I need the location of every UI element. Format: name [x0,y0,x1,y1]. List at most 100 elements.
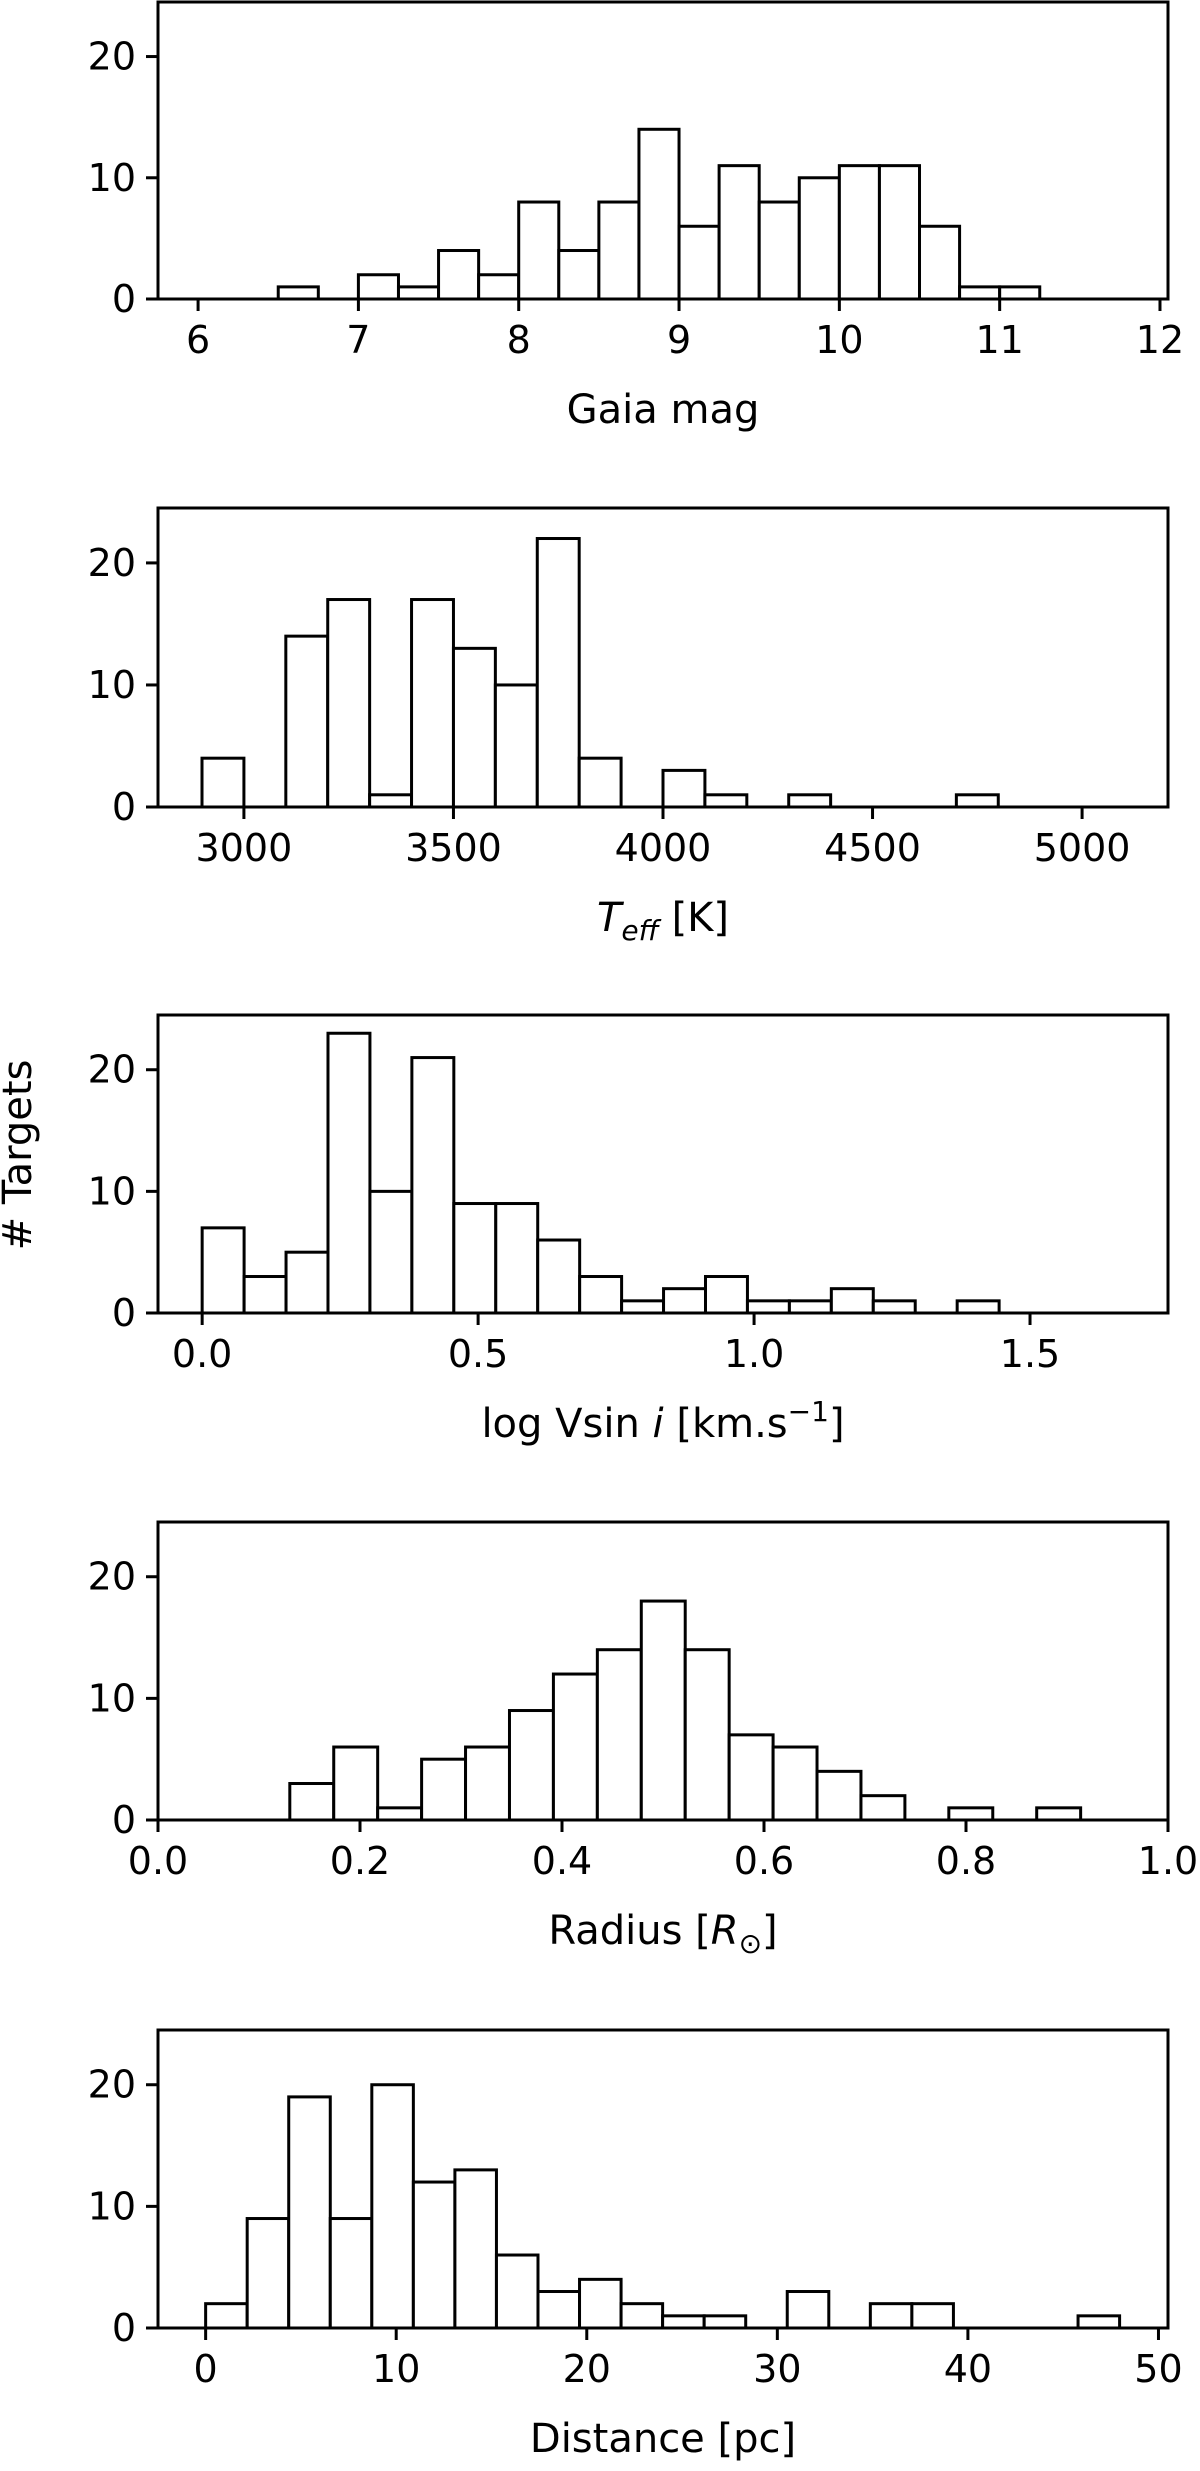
distance-bar [619,2302,665,2330]
gaia-mag-histogram: 6 7 8 9 10 11 12 0 10 20 Gaia mag [88,0,1184,433]
vsini-bar [452,1202,498,1315]
gaia-mag-axes-frame [156,0,1170,301]
distance-x-tick-label: 10 [372,2347,420,2391]
distance-bar [411,2180,457,2330]
teff-bar [954,793,1000,809]
distance-y-tick-label: 10 [88,2184,136,2228]
vsini-bar [326,1031,372,1315]
vsini-bar [871,1299,917,1315]
vsini-bar [242,1275,288,1315]
teff-bar [493,683,539,809]
gaia-mag-x-axis-label: Gaia mag [567,387,760,433]
gaia-mag-bar [557,249,601,301]
vsini-bar [284,1250,330,1315]
teff-bar [200,756,246,809]
distance-x-tick-label: 50 [1134,2347,1182,2391]
radius-bar [420,1757,468,1822]
vsini-bar [662,1287,707,1315]
gaia-mag-bar [396,285,441,301]
teff-x-tick-label: 3000 [196,826,293,870]
vsini-bar [620,1299,666,1315]
teff-bar [451,646,497,809]
radius-x-tick-label: 0.0 [128,1839,188,1883]
vsini-bar [787,1299,833,1315]
gaia-mag-y-tick-label: 10 [88,156,136,200]
gaia-mag-bar [797,176,841,301]
vsini-x-tick-label: 0.0 [172,1332,232,1376]
teff-x-tick-label: 5000 [1034,826,1131,870]
teff-bar [703,793,749,809]
gaia-mag-bar [958,285,1002,301]
radius-bar [815,1769,863,1822]
distance-y-tick-label: 0 [112,2306,136,2350]
gaia-mag-x-tick-label: 10 [815,318,863,362]
distance-x-tick-label: 0 [194,2347,218,2391]
vsini-y-tick-label: 10 [88,1169,136,1213]
radius-bar [727,1733,775,1822]
teff-bar [535,537,581,809]
gaia-mag-bar [877,164,922,301]
distance-axes-frame [156,2028,1170,2330]
teff-bar [577,756,623,809]
distance-bar [910,2302,955,2330]
vsini-y-tick-label: 0 [112,1291,136,1335]
radius-bar [639,1599,687,1822]
teff-bar [661,768,707,809]
gaia-mag-bar [356,273,400,301]
gaia-mag-bar [276,285,320,301]
distance-bar [494,2253,540,2330]
gaia-mag-x-tick-label: 6 [186,318,210,362]
radius-bar [1035,1806,1083,1822]
distance-bar [453,2168,498,2330]
distance-bar [702,2314,748,2330]
shared-y-axis-label: # Targets [0,1060,41,1251]
vsini-histogram: 0.0 0.5 1.0 1.5 0 10 20 log Vsin i [km.s−1] [88,1013,1170,1447]
radius-bar [288,1782,336,1822]
teff-bar [787,793,833,809]
gaia-mag-bar [637,127,681,301]
vsini-bar [703,1275,749,1315]
distance-bar [328,2217,374,2330]
radius-x-tick-label: 0.6 [734,1839,794,1883]
teff-bar [368,793,414,809]
gaia-mag-x-tick-label: 8 [507,318,531,362]
teff-y-tick-label: 10 [88,663,136,707]
radius-x-tick-label: 1.0 [1138,1839,1198,1883]
distance-bar [245,2217,291,2330]
gaia-mag-bar [837,164,881,301]
gaia-mag-bar [477,273,521,301]
radius-y-tick-label: 10 [88,1676,136,1720]
gaia-mag-x-tick-label: 11 [975,318,1023,362]
teff-x-tick-label: 3500 [405,826,502,870]
gaia-mag-y-tick-label: 0 [112,277,136,321]
teff-x-tick-label: 4500 [824,826,921,870]
radius-bar [595,1648,643,1822]
vsini-x-axis-label: log Vsin i [km.s−1] [481,1395,844,1447]
radius-bar [859,1794,907,1822]
teff-bar [410,598,455,809]
radius-x-axis-label: Radius [R⊙] [548,1908,777,1960]
gaia-mag-x-tick-label: 7 [346,318,370,362]
distance-bar [370,2083,415,2330]
vsini-bar [200,1226,246,1315]
vsini-bar [578,1275,624,1315]
teff-y-tick-label: 20 [88,541,136,585]
vsini-bar [494,1202,540,1315]
vsini-x-tick-label: 1.0 [724,1332,784,1376]
distance-x-axis-label: Distance [pc] [530,2416,796,2462]
radius-bar [376,1806,424,1822]
vsini-y-tick-label: 20 [88,1048,136,1092]
gaia-mag-bar [717,164,761,301]
distance-y-tick-label: 20 [88,2063,136,2107]
radius-y-tick-label: 20 [88,1555,136,1599]
radius-x-tick-label: 0.4 [532,1839,592,1883]
radius-x-tick-label: 0.2 [330,1839,390,1883]
radius-bar [507,1709,555,1822]
distance-bar [536,2290,582,2330]
vsini-axes-frame [156,1013,1170,1315]
radius-x-tick-label: 0.8 [936,1839,996,1883]
gaia-mag-x-tick-label: 12 [1136,318,1184,362]
distance-bar [785,2290,831,2330]
teff-bar [326,598,372,809]
